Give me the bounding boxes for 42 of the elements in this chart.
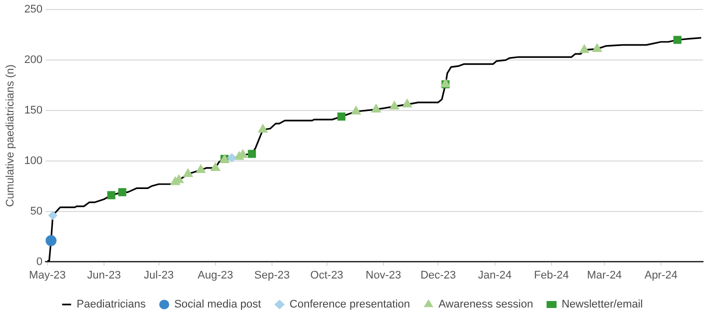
x-tick-label: Apr-24	[644, 269, 678, 282]
y-axis-title: Cumulative paediatricians (n)	[4, 64, 17, 207]
y-tick-label: 100	[24, 154, 43, 167]
y-tick-label: 200	[24, 54, 43, 66]
point	[390, 100, 400, 110]
point	[183, 168, 193, 178]
y-tick-label: 150	[24, 104, 43, 117]
legend-label: Awareness session	[438, 298, 534, 311]
point	[227, 153, 236, 162]
x-tick-label: May-23	[29, 269, 66, 282]
point	[258, 124, 268, 133]
x-tick-label: Mar-24	[586, 269, 622, 282]
point	[402, 98, 412, 108]
legend-label: Conference presentation	[290, 298, 410, 311]
point	[371, 104, 381, 112]
x-tick-label: Jun-23	[87, 269, 121, 282]
y-tick-label: 250	[24, 4, 43, 16]
x-tick-label: Dec-23	[420, 269, 456, 282]
point	[248, 150, 256, 158]
point	[46, 235, 57, 246]
point	[673, 36, 682, 44]
legend-label: Paediatricians	[76, 298, 146, 311]
y-tick-label: 50	[30, 205, 43, 218]
x-tick-label: Feb-24	[534, 269, 569, 282]
legend-label: Social media post	[174, 298, 262, 311]
point	[210, 162, 220, 171]
legend-label: Newsletter/email	[562, 298, 643, 311]
x-tick-label: Jan-24	[478, 269, 512, 282]
point	[351, 106, 361, 114]
x-tick-label: Jul-23	[144, 269, 174, 282]
x-tick-label: Sep-23	[254, 269, 290, 282]
point	[337, 112, 346, 121]
point	[48, 210, 58, 220]
x-tick-label: Oct-23	[310, 269, 344, 282]
point	[579, 44, 590, 53]
x-tick-label: Aug-23	[198, 269, 234, 282]
point	[196, 164, 206, 173]
point	[592, 43, 602, 52]
x-tick-label: Nov-23	[366, 269, 402, 282]
point	[107, 191, 116, 200]
point	[118, 188, 126, 196]
y-tick-label: 0	[36, 256, 43, 268]
